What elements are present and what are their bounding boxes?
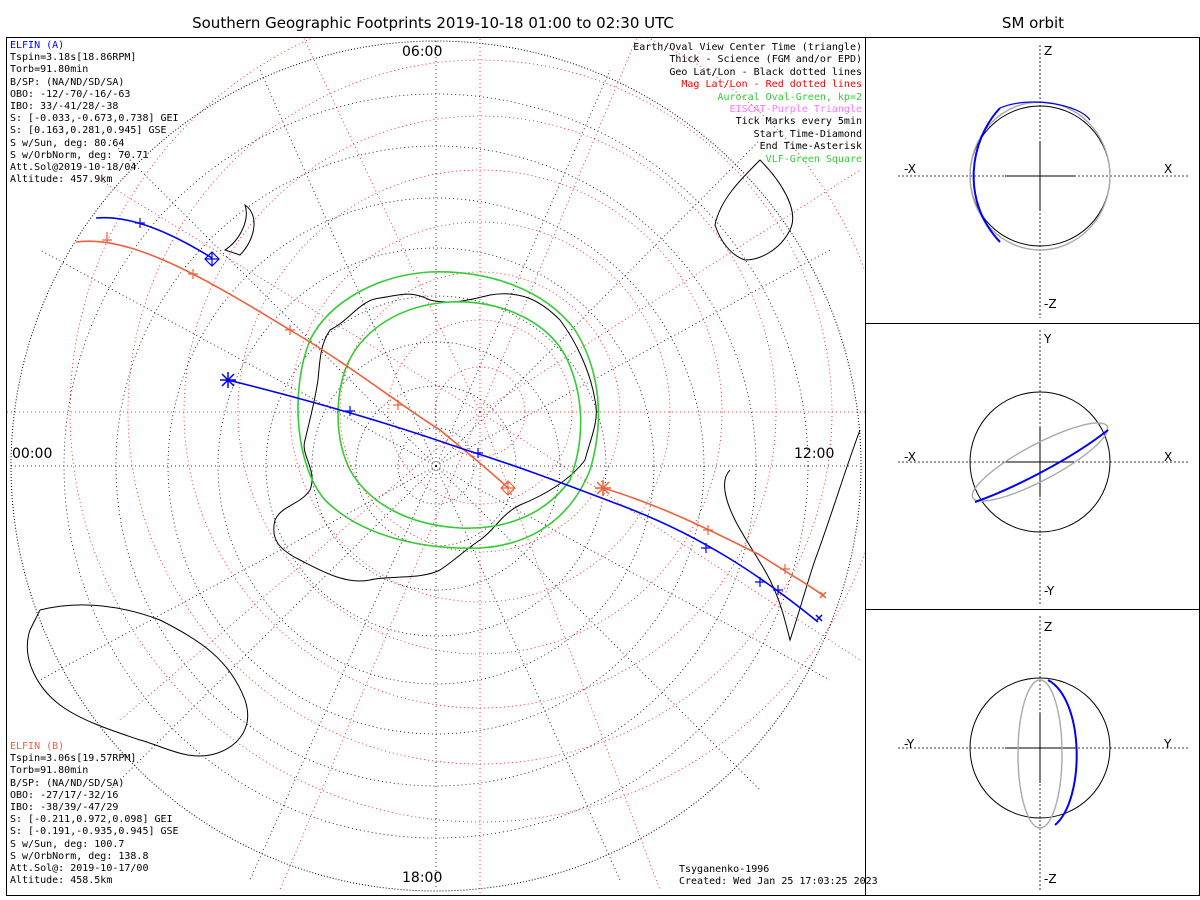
auroral-oval-inner: [337, 301, 582, 529]
sm-xy-right-label: X: [1164, 450, 1173, 464]
elfin-b-track-2: [602, 487, 826, 598]
elfin-a-line: S w/OrbNorm, deg: 70.71: [10, 149, 149, 161]
south-america-coastline: [724, 429, 861, 642]
geo-grid: [10, 40, 860, 890]
elfin-b-end-asterisk: [595, 480, 611, 496]
legend-item: Start Time-Diamond: [753, 128, 862, 140]
globe-outline: [10, 40, 862, 892]
elfin-b-line: Altitude: 458.5km: [10, 875, 113, 887]
sm-yz-right-label: Y: [1164, 737, 1172, 751]
legend-item: Earth/Oval View Center Time (triangle): [633, 42, 862, 53]
elfin-b-info: ELFIN (B) Tspin=3.06s[19.57RPM] Torb=91.…: [10, 741, 179, 887]
elfin-a-track: [95, 216, 213, 259]
legend-item: End Time-Asterisk: [759, 141, 862, 153]
australia-coastline: [26, 604, 249, 757]
credits: Tsyganenko-1996 Created: Wed Jan 25 17:0…: [679, 864, 878, 888]
legend-item: Mag Lat/Lon - Red dotted lines: [681, 79, 862, 91]
elfin-b-line: S w/Sun, deg: 100.7: [10, 838, 125, 850]
africa-coastline: [714, 159, 794, 261]
elfin-a-info: ELFIN (A) Tspin=3.18s[18.86RPM] Torb=91.…: [10, 40, 179, 186]
elfin-a-line: Att.Sol@2019-10-18/04: [10, 162, 137, 174]
elfin-a-line: OBO: -12/-70/-16/-63: [10, 88, 131, 100]
elfin-b-line: Att.Sol@: 2019-10-17/00: [10, 863, 149, 875]
elfin-a-line: B/SP: (NA/ND/SD/SA): [10, 76, 125, 88]
legend-item: VLF-Green Square: [765, 153, 862, 165]
model-name: Tsyganenko-1996: [679, 864, 770, 875]
elfin-a-line: Tspin=3.18s[18.86RPM]: [10, 52, 137, 64]
mag-grid: [7, 38, 865, 895]
elfin-a-line: Torb=91.80min: [10, 64, 89, 76]
legend-item: Geo Lat/Lon - Black dotted lines: [669, 66, 862, 78]
time-label-12: 12:00: [794, 446, 835, 462]
time-label-18: 18:00: [402, 870, 443, 886]
elfin-b-name: ELFIN (B): [10, 741, 65, 752]
legend-item: Tick Marks every 5min: [735, 116, 862, 128]
sm-yz-plot: [898, 616, 1188, 890]
elfin-b-ticks: [102, 232, 790, 574]
time-label-06: 06:00: [402, 44, 443, 60]
sm-yz-bottom-label: -Z: [1044, 872, 1057, 886]
elfin-a-line: IBO: 33/-41/28/-38: [10, 101, 119, 113]
elfin-a-line: S w/Sun, deg: 80.64: [10, 137, 125, 149]
time-label-00: 00:00: [12, 446, 53, 462]
elfin-a-track-2: [227, 379, 819, 623]
antarctica-coastline: [273, 293, 597, 582]
legend-item: EISCAT-Purple Triangle: [729, 104, 862, 116]
elfin-b-track: [75, 240, 509, 489]
elfin-b-start-diamond: [500, 480, 516, 496]
sm-xz-left-label: -X: [904, 162, 916, 176]
elfin-a-ticks: [135, 218, 783, 595]
elfin-a-line: Altitude: 457.9km: [10, 174, 113, 186]
sm-yz-top-label: Z: [1044, 620, 1053, 634]
sm-xy-plot: [898, 330, 1188, 604]
sm-xy-top-label: Y: [1044, 332, 1052, 346]
elfin-b-line: S: [-0.191,-0.935,0.945] GSE: [10, 826, 179, 838]
elfin-b-line: S w/OrbNorm, deg: 138.8: [10, 850, 149, 862]
sm-xz-plot: [898, 45, 1188, 318]
elfin-b-line: S: [-0.211,0.972,0.098] GEI: [10, 814, 173, 826]
created-time: Created: Wed Jan 25 17:03:25 2023: [679, 876, 878, 888]
sm-xz-top-label: Z: [1044, 44, 1053, 58]
legend-item: Thick - Science (FGM and/or EPD): [669, 54, 862, 66]
legend: Earth/Oval View Center Time (triangle) T…: [633, 42, 862, 166]
sm-yz-left-label: -Y: [904, 737, 915, 751]
sm-xz-bottom-label: -Z: [1044, 297, 1057, 311]
elfin-b-line: Tspin=3.06s[19.57RPM]: [10, 753, 137, 765]
sm-xy-bottom-label: -Y: [1044, 584, 1055, 598]
sm-xz-right-label: X: [1164, 162, 1173, 176]
elfin-b-line: IBO: -38/39/-47/29: [10, 802, 119, 814]
elfin-a-line: S: [-0.033,-0.673,0.738] GEI: [10, 113, 179, 125]
plot-title: Southern Geographic Footprints 2019-10-1…: [192, 14, 674, 32]
elfin-a-line: S: [0.163,0.281,0.945] GSE: [10, 125, 167, 137]
elfin-a-end-asterisk: [220, 372, 236, 388]
legend-item: Auroral Oval-Green, kp=2: [717, 91, 863, 103]
elfin-b-line: B/SP: (NA/ND/SD/SA): [10, 777, 125, 789]
new-zealand-coastline: [223, 203, 255, 256]
sm-xy-left-label: -X: [904, 450, 916, 464]
auroral-oval-outer: [297, 271, 600, 549]
elfin-a-start-diamond: [204, 251, 220, 267]
elfin-b-line: OBO: -27/17/-32/16: [10, 789, 119, 801]
sm-orbit-title: SM orbit: [1001, 14, 1065, 32]
elfin-b-line: Torb=91.80min: [10, 765, 89, 777]
elfin-a-name: ELFIN (A): [10, 40, 65, 51]
